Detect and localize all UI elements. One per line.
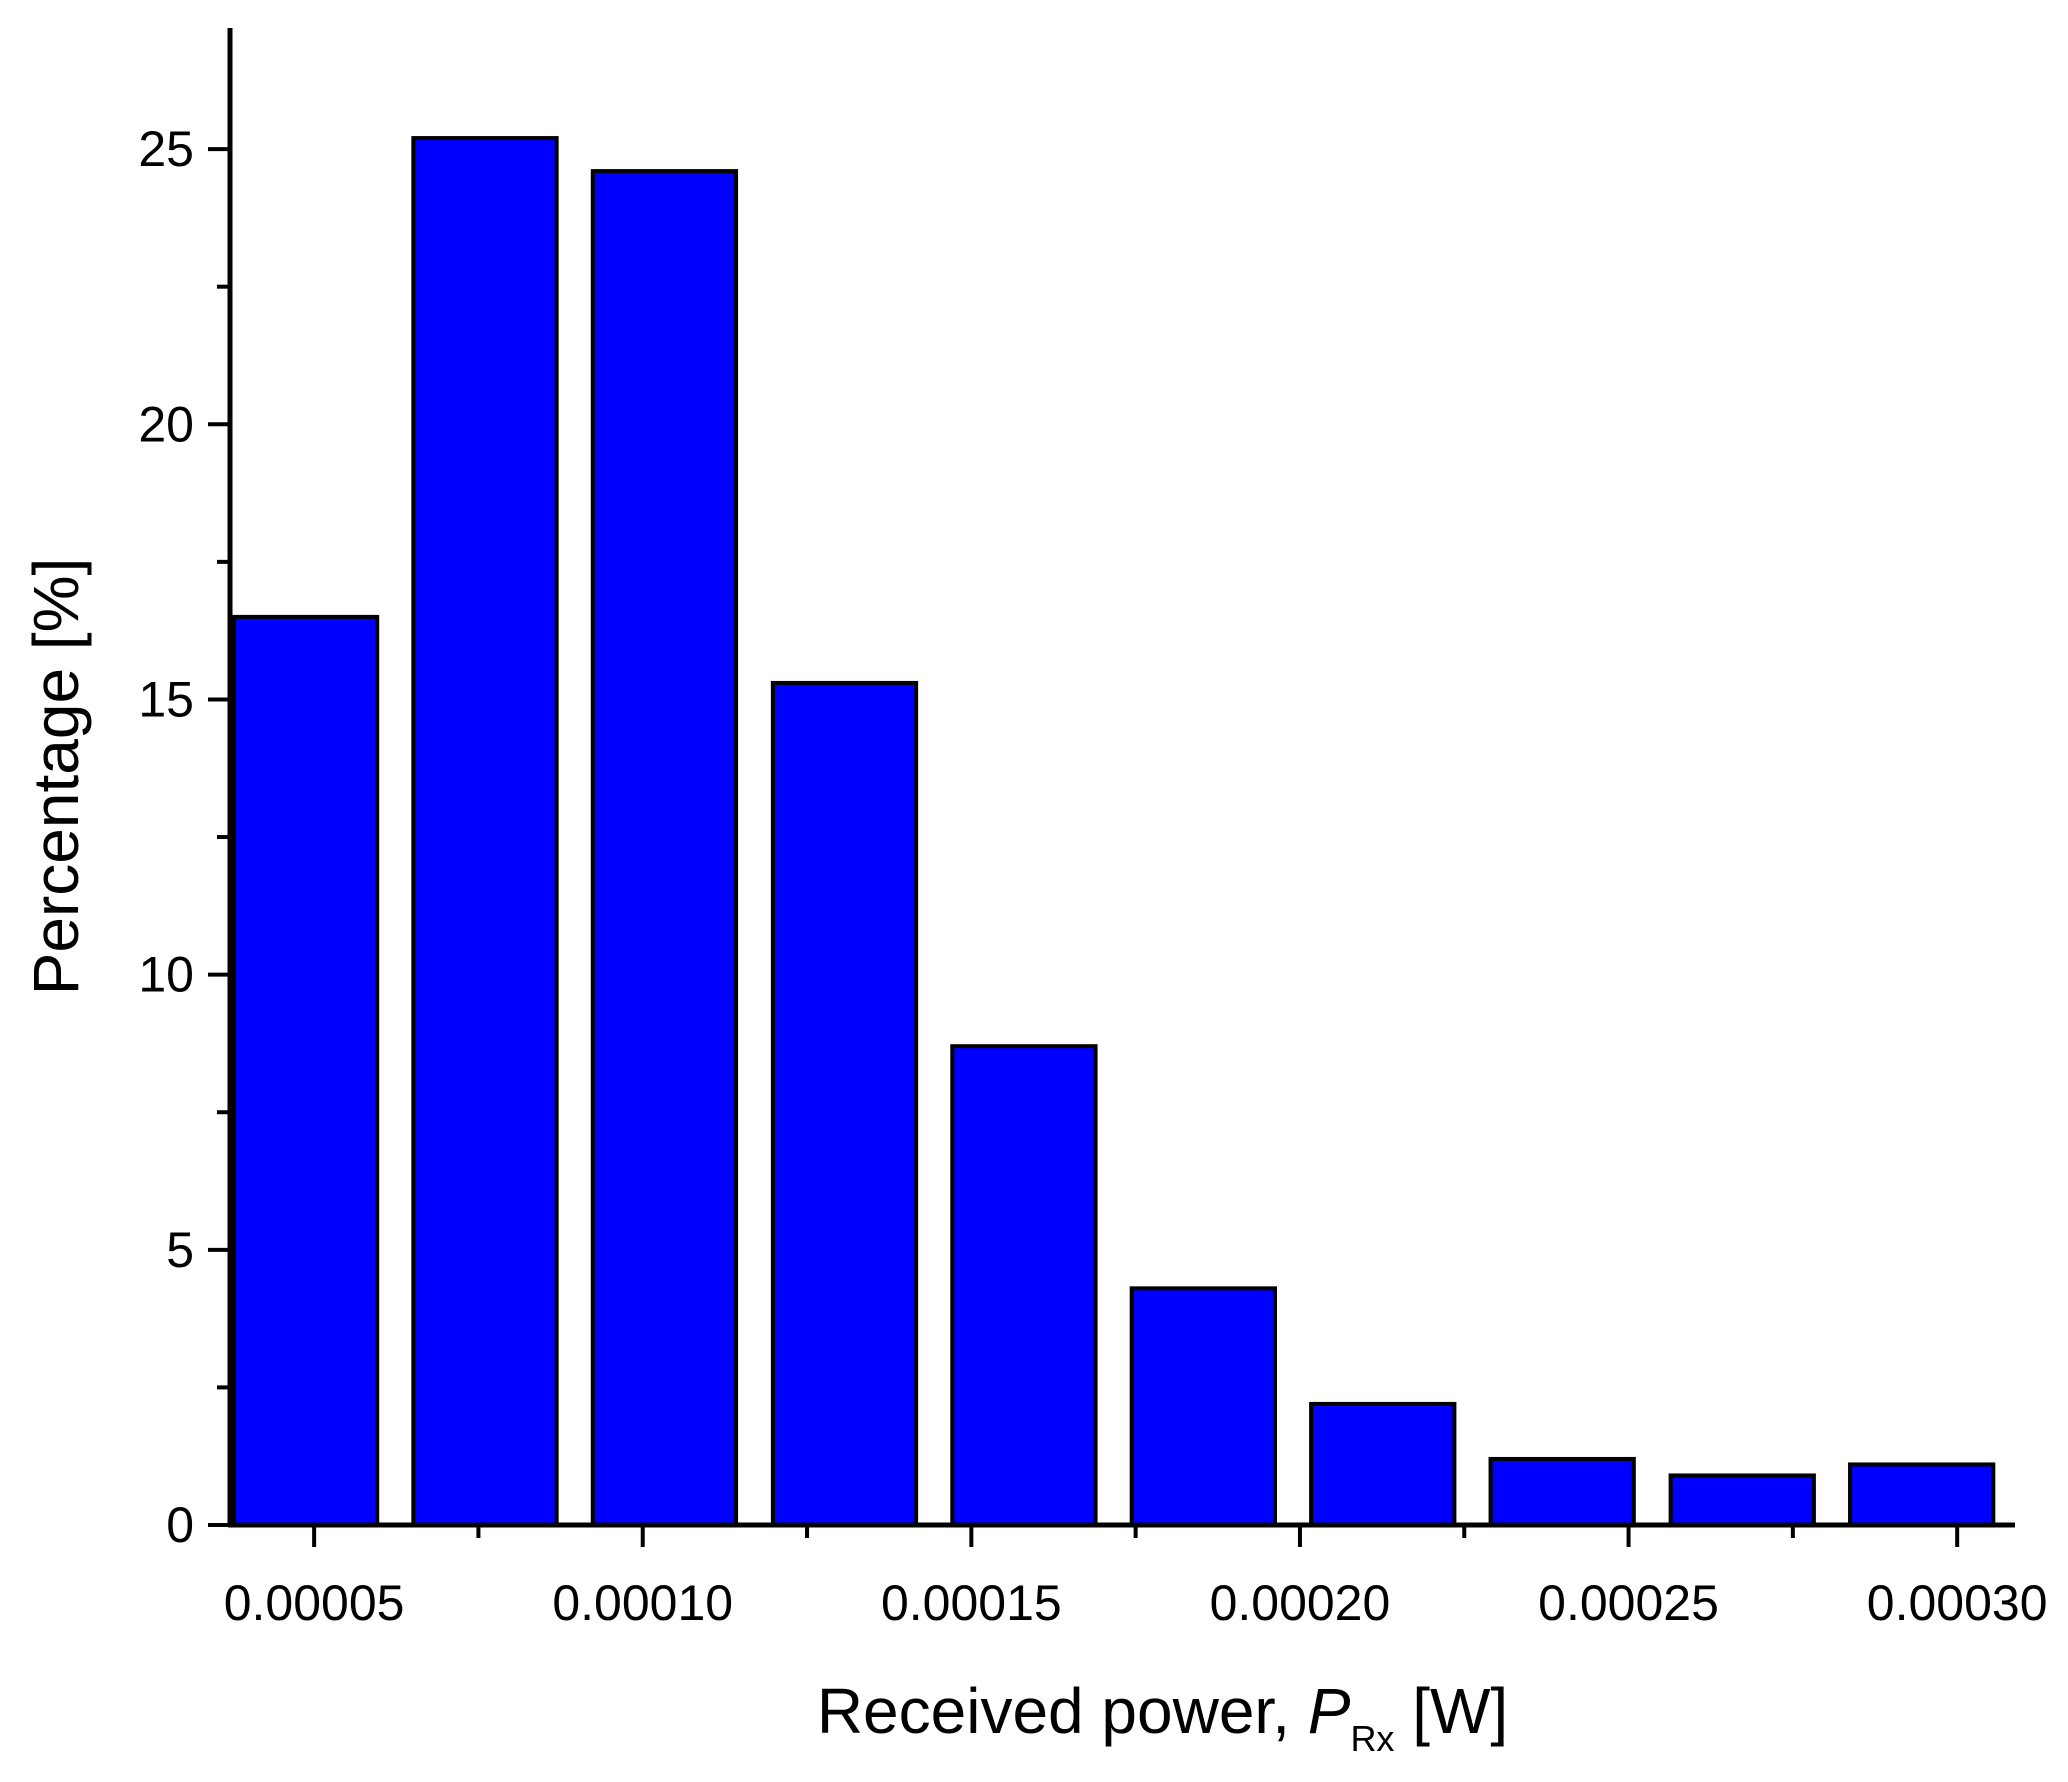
bar-6 (1129, 1286, 1277, 1527)
bar-8 (1488, 1456, 1636, 1528)
bar-7 (1309, 1401, 1457, 1527)
x-tick-label-6: 0.00030 (1867, 1575, 2048, 1631)
axes-group (227, 28, 2015, 1528)
y-ticks-group: 0 5 10 15 20 25 (138, 121, 230, 1553)
x-tick-label-4: 0.00020 (1210, 1575, 1391, 1631)
bar-3 (590, 169, 739, 1527)
x-tick-label-2: 0.00010 (552, 1575, 733, 1631)
x-axis-title-unit: [W] (1394, 1675, 1508, 1747)
y-tick-label-5: 20 (138, 396, 194, 452)
bars-group (231, 136, 1996, 1528)
y-axis-title: Percentage [%] (20, 558, 92, 996)
bar-2 (411, 136, 559, 1528)
x-axis-title-subscript: Rx (1350, 1718, 1394, 1759)
x-tick-label-3: 0.00015 (881, 1575, 1062, 1631)
bar-4 (770, 680, 919, 1527)
x-tick-label-5: 0.00025 (1538, 1575, 1719, 1631)
y-tick-label-3: 10 (138, 947, 194, 1003)
y-tick-label-4: 15 (138, 671, 194, 727)
x-axis-title: Received power, PRx [W] (817, 1675, 1508, 1759)
y-tick-label-1: 0 (166, 1497, 194, 1553)
y-tick-label-2: 5 (166, 1222, 194, 1278)
bar-9 (1668, 1473, 1816, 1528)
x-tick-label-1: 0.00005 (224, 1575, 405, 1631)
bar-1 (231, 614, 380, 1527)
x-axis-title-main: Received power, (817, 1675, 1308, 1747)
y-tick-label-6: 25 (138, 121, 194, 177)
bar-5 (950, 1044, 1098, 1528)
bar-10 (1848, 1462, 1996, 1528)
x-ticks-group: 0.00005 0.00010 0.00015 0.00020 0.00025 0.000… (224, 1525, 2048, 1631)
x-axis-title-symbol: P (1308, 1675, 1351, 1747)
